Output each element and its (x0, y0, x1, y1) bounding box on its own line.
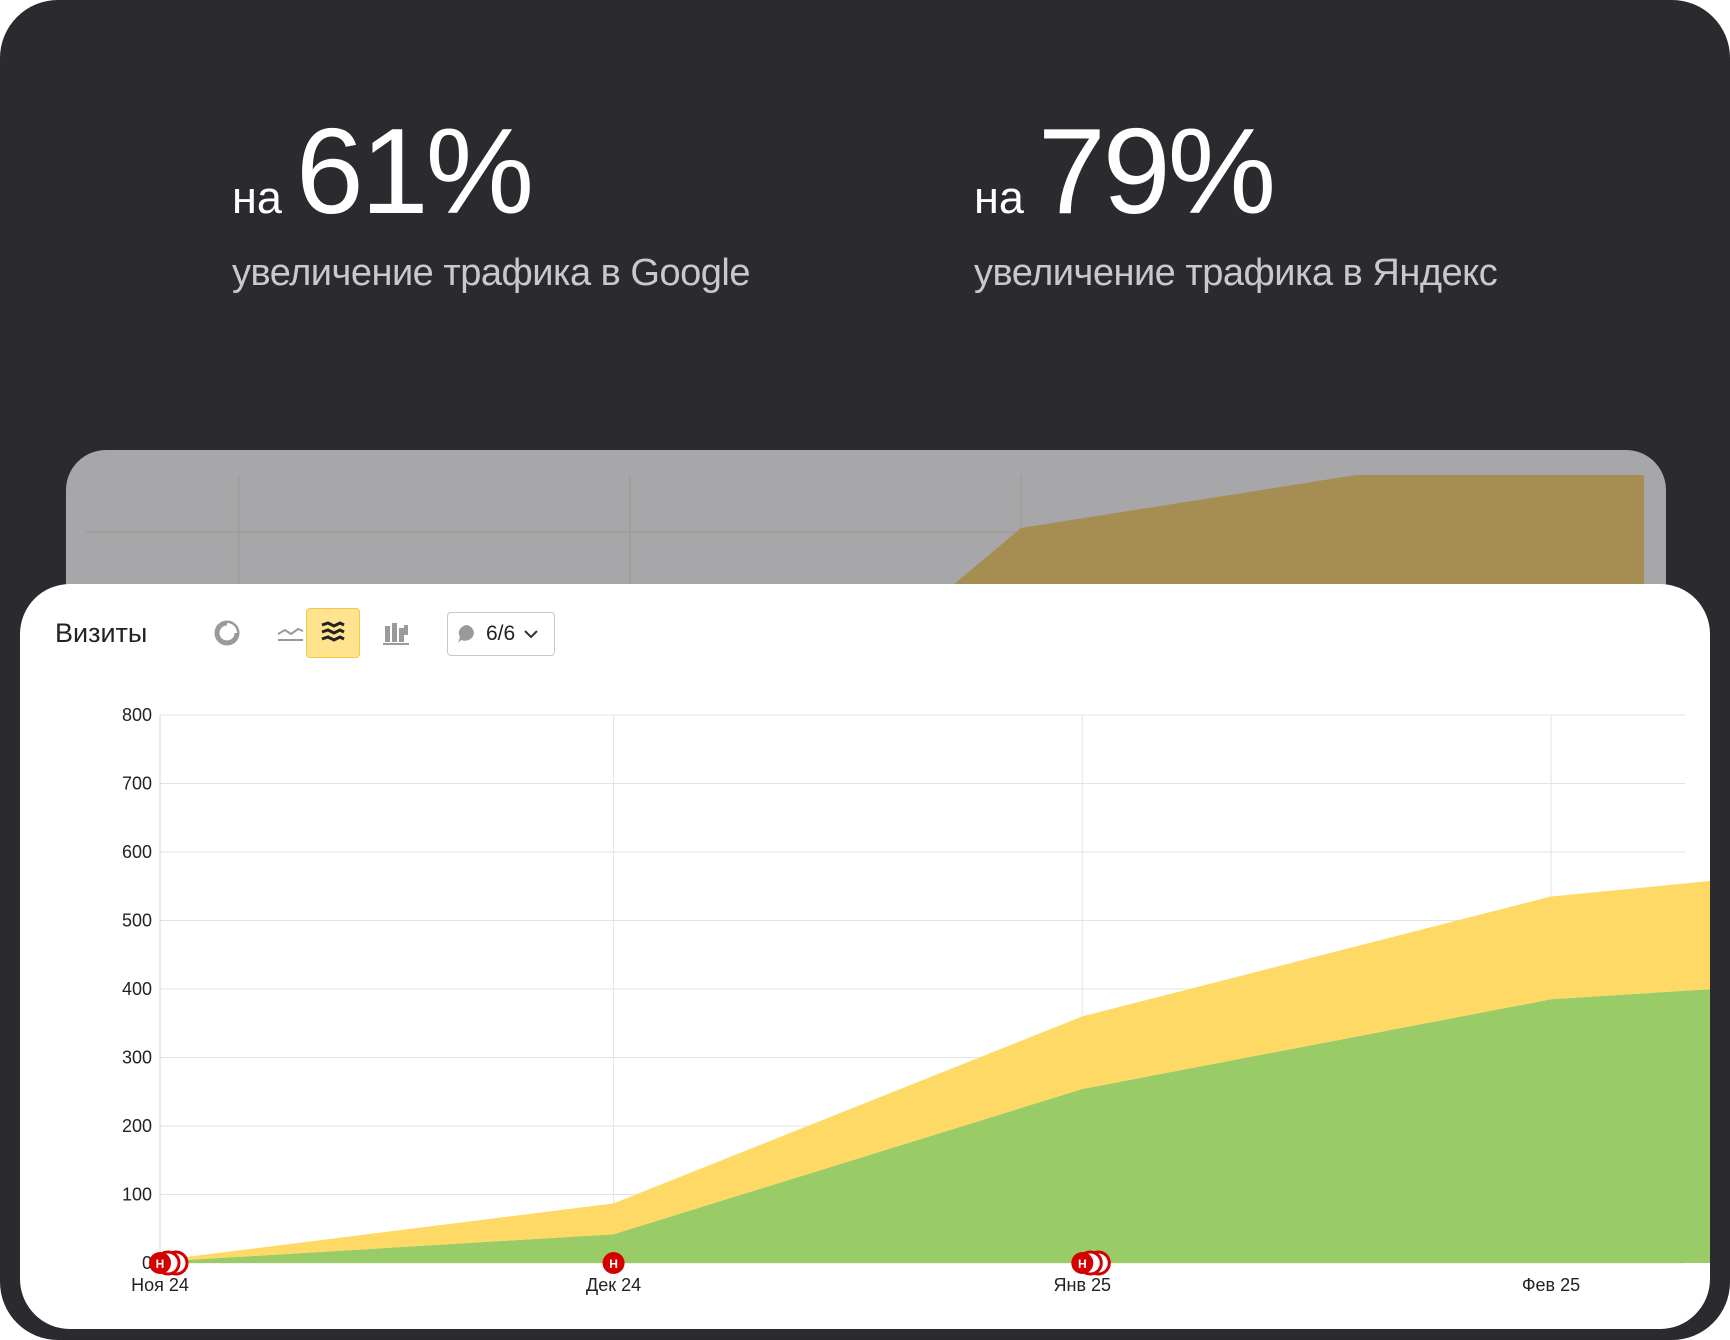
series-area-2 (160, 881, 1710, 1262)
chart-series (160, 881, 1710, 1263)
line-chart-button[interactable] (263, 608, 317, 658)
comment-icon (458, 625, 474, 643)
yandex-stat-caption: увеличение трафика в Яндекс (974, 252, 1498, 294)
x-axis: Ноя 24 Дек 24 Янв 25 Фев 25 (131, 1275, 1580, 1295)
line-chart-icon (277, 627, 304, 641)
annotation-marker[interactable]: Н (1071, 1250, 1111, 1276)
google-stat: на 61% увеличение трафика в Google (232, 110, 750, 295)
google-stat-prefix: на (232, 172, 282, 223)
yandex-stat: на 79% увеличение трафика в Яндекс (974, 110, 1498, 295)
y-tick-label: 400 (122, 979, 152, 999)
annotations-selector-label: 6/6 (486, 622, 516, 645)
y-tick-label: 800 (122, 705, 152, 725)
yandex-stat-prefix: на (974, 172, 1024, 223)
visits-chart: 0 100 200 300 400 500 600 700 800 Ноя 24 Дек 24 Ян… (122, 705, 1710, 1295)
y-tick-label: 0 (142, 1253, 152, 1273)
y-tick-label: 700 (122, 774, 152, 794)
x-tick-label: Фев 25 (1522, 1275, 1580, 1295)
chevron-down-icon (524, 630, 538, 639)
google-stat-value: 61% (295, 103, 534, 239)
annotation-label: Н (156, 1257, 165, 1271)
annotation-label: Н (609, 1257, 618, 1271)
x-tick-label: Янв 25 (1054, 1275, 1112, 1295)
area-chart-icon (321, 621, 345, 642)
pie-chart-icon (214, 620, 240, 646)
x-tick-label: Ноя 24 (131, 1275, 189, 1295)
annotations-selector[interactable]: 6/6 (447, 612, 555, 656)
annotation-marker[interactable]: Н (602, 1252, 625, 1274)
y-axis: 0 100 200 300 400 500 600 700 800 (122, 705, 152, 1273)
y-tick-label: 300 (122, 1048, 152, 1068)
x-tick-label: Дек 24 (586, 1275, 641, 1295)
yandex-stat-value: 79% (1037, 103, 1276, 239)
y-tick-label: 100 (122, 1185, 152, 1205)
annotation-marker[interactable]: Н (149, 1250, 189, 1276)
bar-chart-button[interactable] (369, 608, 423, 658)
y-tick-label: 600 (122, 842, 152, 862)
series-area-1 (160, 989, 1710, 1263)
visits-chart-card: Визиты (20, 584, 1710, 1329)
bar-chart-icon (383, 623, 409, 645)
y-tick-label: 200 (122, 1116, 152, 1136)
annotation-label: Н (1078, 1257, 1087, 1271)
google-stat-caption: увеличение трафика в Google (232, 252, 750, 294)
y-tick-label: 500 (122, 911, 152, 931)
chart-title: Визиты (55, 618, 148, 648)
pie-chart-button[interactable] (200, 608, 254, 658)
area-chart-button[interactable] (306, 608, 360, 658)
